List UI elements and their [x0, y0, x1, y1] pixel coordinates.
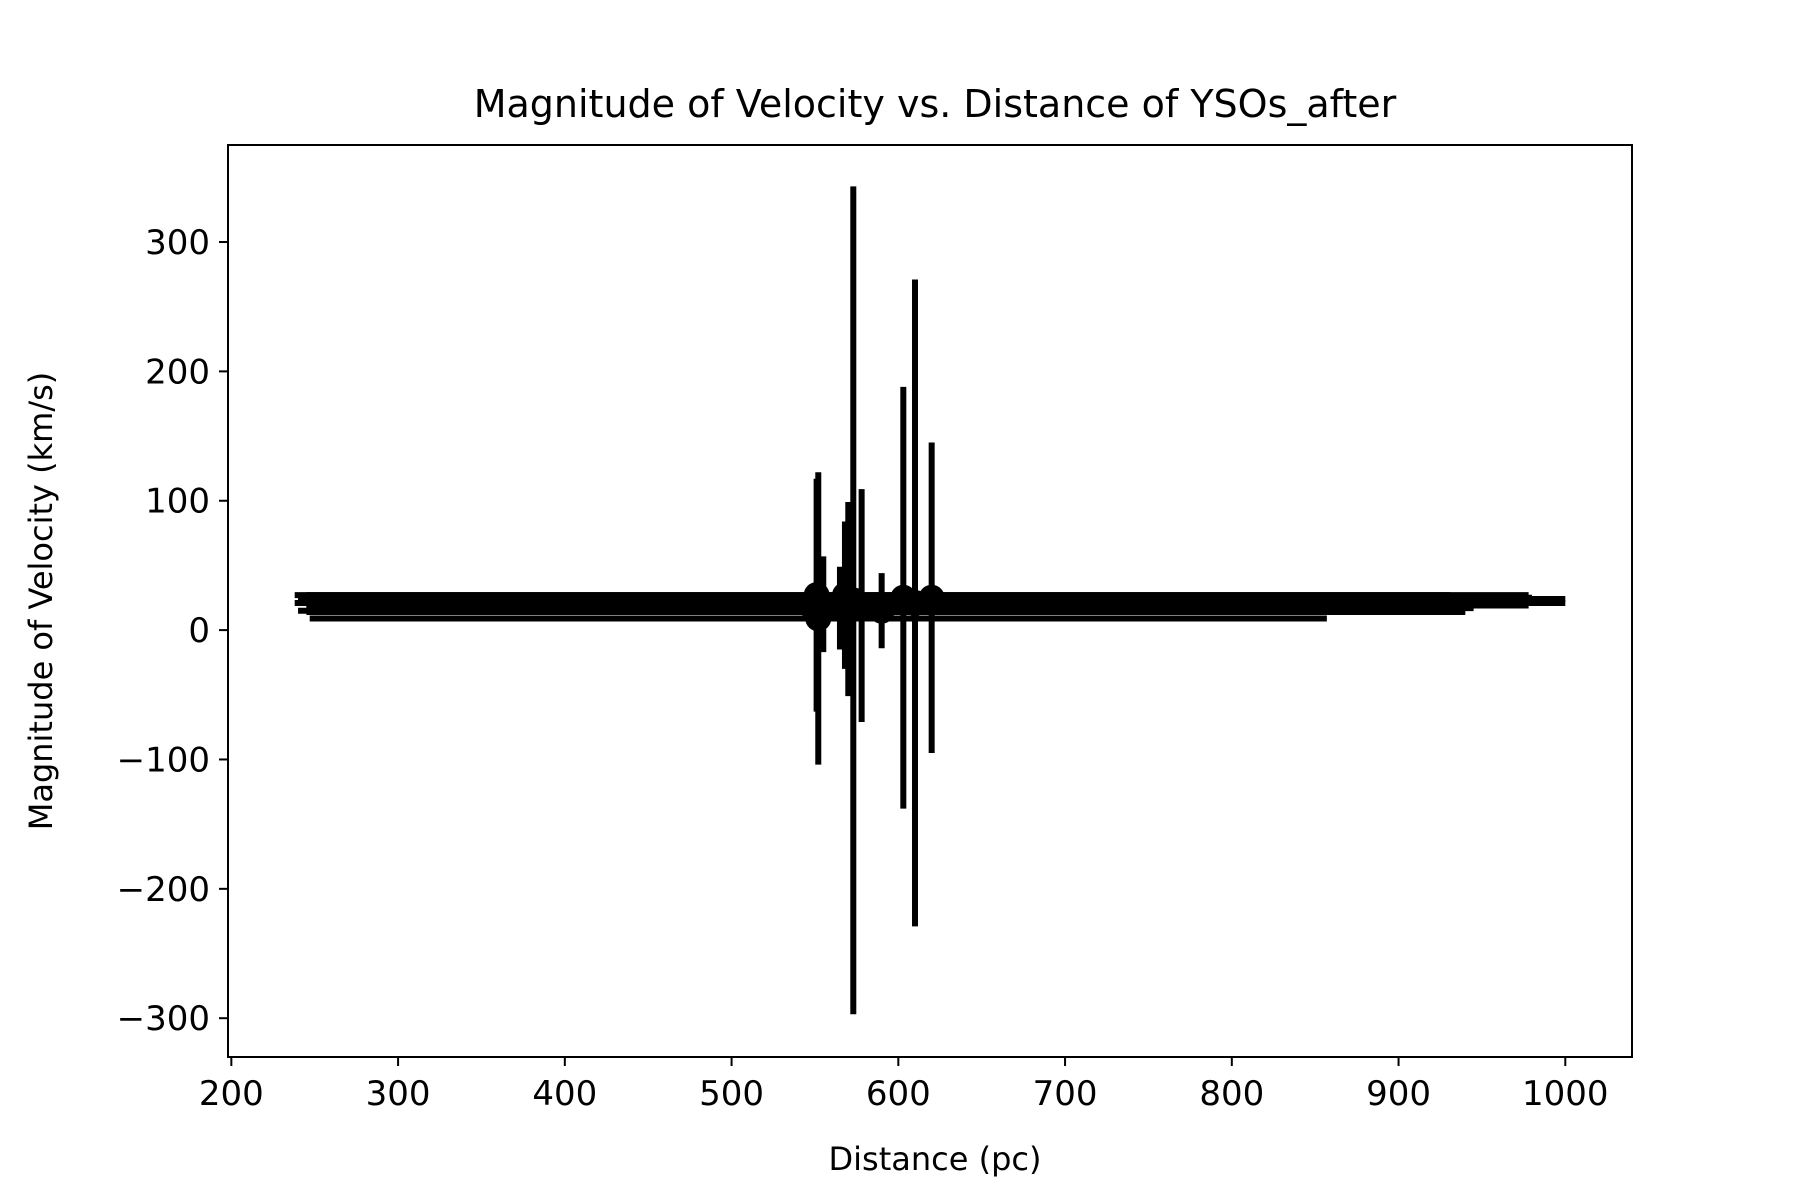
data-point-10 [298, 573, 1466, 649]
x-tick-label: 900 [1366, 1074, 1431, 1114]
y-tick-label: −100 [117, 740, 210, 780]
x-tick-label: 300 [366, 1074, 431, 1114]
x-tick-label: 500 [699, 1074, 764, 1114]
data-point-13 [298, 442, 1532, 753]
data-point-3 [309, 472, 1327, 765]
y-tick-label: 0 [188, 611, 210, 651]
data-marker [918, 584, 945, 611]
x-axis: 200 300 400 500 600 700 800 900 1000 [199, 1057, 1609, 1114]
x-tick-label: 600 [866, 1074, 931, 1114]
y-tick-label: 200 [145, 352, 210, 392]
y-tick-label: −300 [117, 999, 210, 1039]
x-axis-label: Distance (pc) [829, 1140, 1042, 1178]
y-axis: −300 −200 −100 0 100 200 300 [117, 223, 228, 1039]
y-tick-label: 100 [145, 482, 210, 522]
data-marks [294, 186, 1566, 1015]
plot-area-frame [227, 144, 1633, 1058]
y-axis-label: Magnitude of Velocity (km/s) [22, 372, 60, 831]
x-tick-label: 200 [199, 1074, 264, 1114]
chart-title: Magnitude of Velocity vs. Distance of YS… [474, 82, 1397, 126]
y-tick-label: 300 [145, 223, 210, 263]
x-tick-label: 700 [1033, 1074, 1098, 1114]
x-tick-label: 400 [532, 1074, 597, 1114]
x-tick-label: 800 [1199, 1074, 1264, 1114]
y-tick-label: −200 [117, 870, 210, 910]
x-tick-label: 1000 [1522, 1074, 1609, 1114]
